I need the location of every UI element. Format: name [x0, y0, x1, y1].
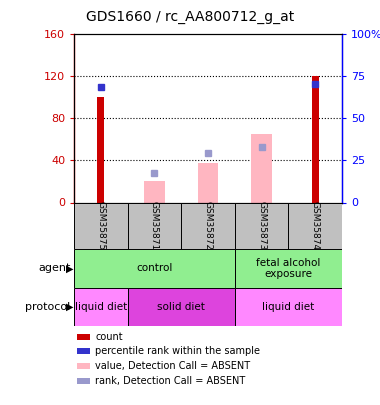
- Text: ▶: ▶: [66, 302, 73, 312]
- Text: liquid diet: liquid diet: [262, 302, 315, 312]
- Bar: [77, 378, 90, 384]
- Bar: [128, 202, 181, 249]
- Bar: [74, 202, 128, 249]
- Bar: [198, 162, 218, 202]
- Text: ▶: ▶: [66, 263, 73, 273]
- Bar: [74, 249, 235, 288]
- Text: count: count: [95, 332, 123, 342]
- Text: control: control: [136, 263, 173, 273]
- Bar: [77, 363, 90, 369]
- Text: rank, Detection Call = ABSENT: rank, Detection Call = ABSENT: [95, 376, 245, 386]
- Text: fetal alcohol
exposure: fetal alcohol exposure: [256, 258, 321, 279]
- Text: value, Detection Call = ABSENT: value, Detection Call = ABSENT: [95, 361, 250, 371]
- Bar: [97, 98, 104, 202]
- Text: GSM35872: GSM35872: [204, 201, 212, 250]
- Text: GSM35873: GSM35873: [257, 201, 266, 250]
- Text: GSM35871: GSM35871: [150, 201, 159, 250]
- Bar: [77, 334, 90, 340]
- Bar: [74, 288, 128, 326]
- Text: percentile rank within the sample: percentile rank within the sample: [95, 346, 260, 356]
- Bar: [77, 348, 90, 354]
- Bar: [144, 181, 165, 202]
- Bar: [128, 288, 235, 326]
- Bar: [235, 288, 342, 326]
- Bar: [252, 134, 272, 202]
- Text: agent: agent: [38, 263, 70, 273]
- Text: solid diet: solid diet: [157, 302, 205, 312]
- Text: GDS1660 / rc_AA800712_g_at: GDS1660 / rc_AA800712_g_at: [86, 10, 294, 24]
- Bar: [235, 202, 288, 249]
- Text: protocol: protocol: [25, 302, 70, 312]
- Text: GSM35875: GSM35875: [97, 201, 105, 250]
- Bar: [235, 249, 342, 288]
- Bar: [312, 77, 319, 202]
- Bar: [181, 202, 235, 249]
- Text: GSM35874: GSM35874: [311, 201, 320, 250]
- Bar: [288, 202, 342, 249]
- Text: liquid diet: liquid diet: [75, 302, 127, 312]
